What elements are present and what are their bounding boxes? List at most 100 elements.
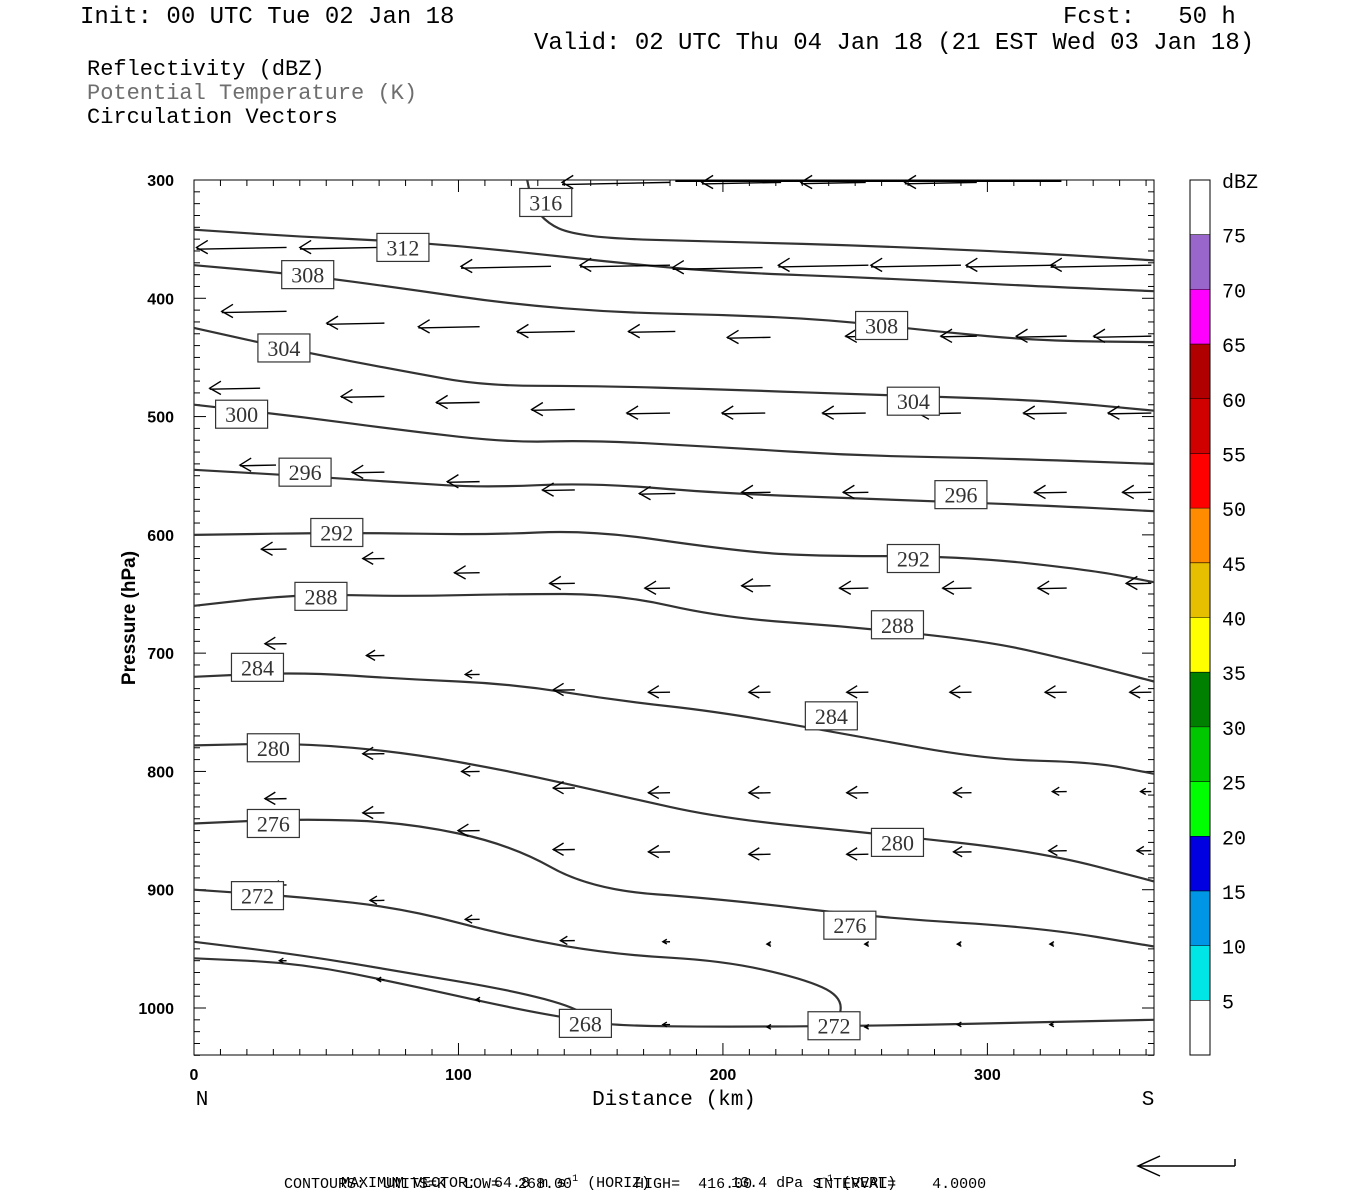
circulation-vector (838, 580, 869, 595)
max-horiz-exponent: -1 (566, 1174, 579, 1185)
circulation-vector (1135, 845, 1152, 856)
circulation-vector (939, 328, 977, 344)
colorbar-level-label: 15 (1222, 883, 1246, 906)
field-potential-temperature: Potential Temperature (K) (87, 81, 418, 106)
circulation-vector (1048, 1021, 1055, 1028)
circulation-vector (777, 257, 869, 273)
contour-label: 272 (818, 1014, 851, 1039)
contour-label-box (886, 543, 940, 574)
circulation-vector (1128, 685, 1152, 699)
circulation-vector (964, 257, 1057, 273)
circulation-vector (361, 551, 385, 565)
colorbar-segment (1190, 890, 1210, 946)
colorbar-segment (1190, 781, 1210, 837)
colorbar-level-label: 70 (1222, 281, 1246, 304)
circulation-vector (1048, 941, 1055, 947)
colorbar-segment (1190, 617, 1210, 673)
y-tick-label: 800 (147, 764, 174, 781)
circulation-vector (459, 258, 552, 274)
circulation-vector (1043, 685, 1067, 699)
circulation-vector (952, 845, 972, 858)
contour-line (193, 326, 1155, 412)
colorbar-level-label: 5 (1222, 992, 1234, 1015)
field-circulation-vectors: Circulation Vectors (87, 105, 338, 130)
contour-line (193, 940, 592, 1023)
reference-vector-arrow (1136, 1155, 1236, 1177)
max-horiz-value: 64.8 m s (494, 1175, 567, 1192)
circulation-vector (208, 380, 261, 396)
circulation-vector (1139, 787, 1152, 796)
circulation-vector (220, 303, 287, 319)
contour-line (193, 888, 842, 1023)
colorbar-segment (1190, 180, 1210, 235)
circulation-vector (747, 685, 771, 699)
max-vert-unit: (VERT) (842, 1175, 897, 1192)
circulation-vector (453, 565, 480, 580)
contour-label-box (281, 260, 335, 290)
contour-label-box (886, 386, 940, 416)
forecast-hour: Fcst: 50 h (1063, 4, 1236, 31)
circulation-vector (541, 482, 575, 497)
circulation-vector (277, 957, 287, 964)
circulation-vector (725, 329, 771, 345)
x-left-end-label: N (196, 1089, 209, 1112)
circulation-vector (375, 976, 385, 983)
contour-line (526, 179, 1155, 262)
max-vert-value: 13.4 dPa s (731, 1175, 822, 1192)
circulation-vector (361, 805, 385, 820)
contour-label-box (823, 910, 877, 940)
contour-label-box (294, 581, 348, 611)
contour-label: 312 (386, 235, 419, 260)
contour-line (193, 468, 1155, 513)
colorbar-segment (1190, 562, 1210, 618)
contour-label: 276 (833, 913, 866, 938)
colorbar-segment (1190, 344, 1210, 399)
colorbar-level-label: 65 (1222, 336, 1246, 359)
contour-label-box (215, 399, 269, 429)
contour-label: 288 (304, 584, 337, 609)
contour-label: 304 (897, 389, 930, 414)
contour-label-box (855, 310, 909, 341)
circulation-vector (417, 319, 480, 334)
circulation-vector (1050, 786, 1067, 797)
circulation-vector (548, 575, 575, 591)
contour-label-box (870, 827, 925, 858)
circulation-vector (661, 938, 671, 945)
circulation-vector-top (903, 174, 977, 190)
x-tick-label: 300 (974, 1067, 1001, 1084)
circulation-vector (1047, 844, 1067, 857)
y-tick-label: 600 (147, 528, 174, 545)
contour-line (193, 672, 1155, 775)
contour-label-box (257, 333, 311, 363)
circulation-vector (1049, 257, 1152, 273)
contour-label: 316 (529, 190, 562, 215)
circulation-vector (765, 941, 772, 947)
circulation-vector (559, 935, 575, 946)
circulation-vector (463, 914, 480, 924)
circulation-vector (325, 315, 385, 331)
circulation-vector (195, 239, 287, 255)
colorbar-level-label: 60 (1222, 391, 1246, 414)
circulation-vector (765, 1023, 772, 1030)
colorbar-segment (1190, 836, 1210, 891)
colorbar-level-label: 20 (1222, 828, 1246, 851)
circulation-vector (368, 895, 385, 905)
contour-line (193, 228, 1155, 293)
circulation-vector (661, 1021, 671, 1028)
circulation-vector (637, 485, 676, 501)
colorbar-segment (1190, 726, 1210, 782)
y-tick-label: 300 (147, 173, 174, 190)
y-axis-title: Pressure (hPa) (119, 551, 140, 685)
y-tick-label: 700 (147, 646, 174, 663)
contour-label-box (804, 701, 858, 731)
circulation-vector (841, 484, 869, 500)
circulation-vector (948, 685, 972, 699)
contour-line (193, 818, 1155, 948)
contour-label-box (278, 457, 332, 487)
x-right-end-label: S (1142, 1089, 1155, 1112)
colorbar-segment (1190, 508, 1210, 563)
circulation-vector (863, 1023, 870, 1030)
contour-label-box (310, 517, 364, 548)
circulation-vector (339, 388, 385, 404)
circulation-vector (456, 823, 480, 838)
